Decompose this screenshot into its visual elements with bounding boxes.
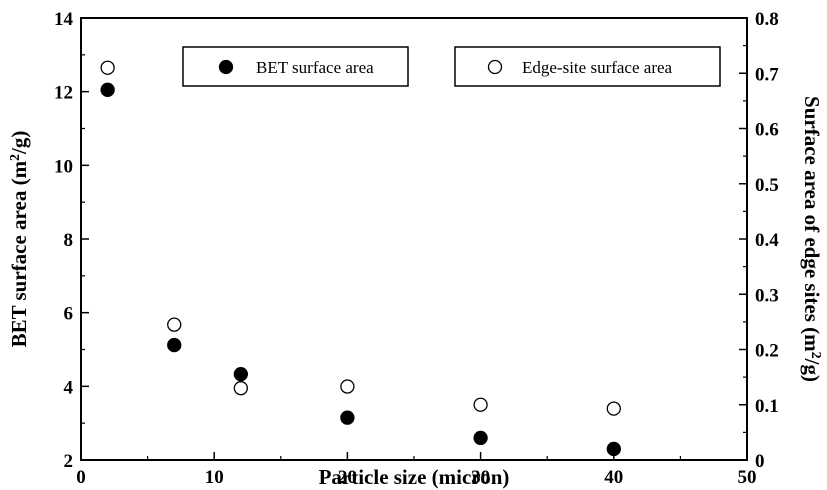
right-y-axis-title: Surface area of edge sites (m2/g) [800,96,824,382]
legend-marker-edge [487,59,503,75]
right-y-tick-label: 0.6 [755,120,779,141]
x-tick-label: 30 [471,467,490,488]
left-y-axis-ticks: 2 4 6 8 10 12 14 [54,9,89,472]
x-tick-label: 40 [604,467,623,488]
edge-site-point [340,379,355,394]
right-y-tick-label: 0.2 [755,341,779,362]
right-y-tick-label: 0.5 [755,175,779,196]
bet-point [473,430,488,446]
x-tick-label: 50 [738,467,757,488]
right-y-tick-label: 0 [755,451,765,472]
x-tick-label: 20 [338,467,357,488]
right-y-tick-label: 0.8 [755,9,779,30]
x-axis-ticks: 0 10 20 30 40 50 [76,452,757,488]
right-y-tick-label: 0.4 [755,230,779,251]
bet-point [606,441,621,457]
bet-point [233,367,248,382]
right-y-tick-label: 0.7 [755,64,779,85]
left-y-tick-label: 2 [64,451,74,472]
x-tick-label: 0 [76,467,86,488]
left-y-tick-label: 6 [64,304,74,325]
left-y-tick-label: 14 [54,9,74,30]
bet-point [167,337,182,353]
edge-site-point [167,317,182,332]
left-y-axis-title: BET surface area (m2/g) [7,131,31,348]
left-y-tick-label: 10 [54,156,73,177]
edge-site-point [233,381,248,396]
right-y-tick-label: 0.1 [755,396,779,417]
bet-point [100,82,115,97]
legend-label-bet: BET surface area [256,58,374,77]
edge-site-point [606,401,621,416]
left-y-tick-label: 12 [54,83,73,104]
legend-marker-bet [218,59,234,75]
edge-site-point [473,397,488,412]
left-y-tick-label: 4 [64,377,74,398]
edge-site-point [100,60,115,75]
x-tick-label: 10 [205,467,224,488]
right-y-tick-label: 0.3 [755,285,779,306]
right-y-axis-ticks: 0 0.1 0.2 0.3 0.4 0.5 0.6 0.7 0.8 [739,9,779,472]
left-y-tick-label: 8 [64,230,74,251]
data-points [100,60,621,457]
bet-point [340,410,355,425]
legend-label-edge: Edge-site surface area [522,58,673,77]
x-axis-title: Particle size (micron) [319,465,510,489]
